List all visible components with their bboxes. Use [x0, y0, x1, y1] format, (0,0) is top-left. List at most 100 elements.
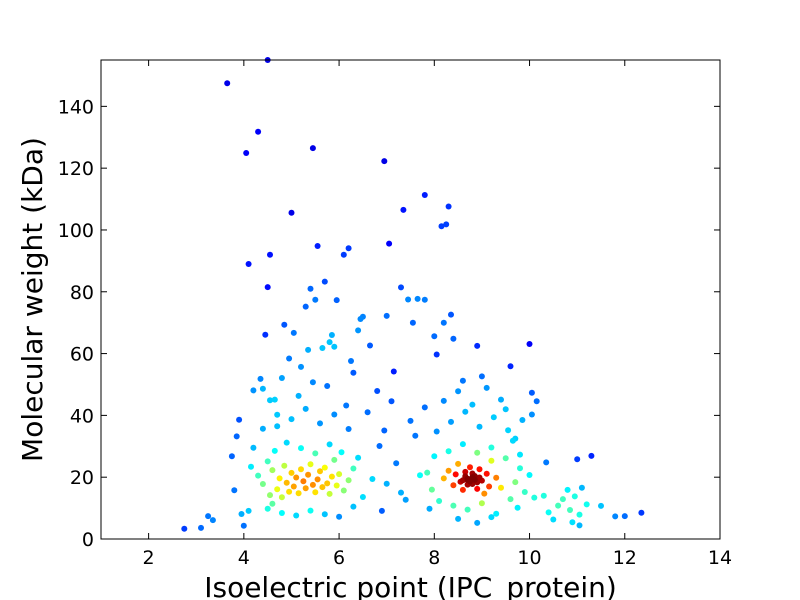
data-points — [181, 57, 645, 532]
data-point — [205, 513, 212, 520]
data-point — [493, 510, 500, 517]
data-point — [490, 414, 497, 421]
y-tick-label: 20 — [70, 467, 94, 489]
data-point — [588, 452, 595, 459]
data-point — [300, 478, 307, 485]
data-point — [350, 503, 357, 510]
data-point — [398, 284, 404, 291]
data-point — [445, 203, 452, 210]
data-point — [402, 496, 409, 503]
data-point — [283, 479, 290, 486]
data-point — [278, 510, 285, 516]
data-point — [307, 285, 314, 292]
data-point — [545, 509, 552, 516]
data-point — [267, 492, 273, 499]
data-point — [312, 450, 319, 457]
data-point — [533, 398, 540, 405]
data-point — [455, 515, 462, 522]
data-point — [502, 455, 509, 462]
data-point — [288, 209, 295, 216]
data-point — [326, 490, 333, 497]
data-point — [555, 502, 562, 509]
data-point — [519, 417, 526, 423]
data-point — [428, 486, 435, 493]
data-point — [459, 377, 466, 384]
data-point — [431, 453, 438, 460]
data-point — [274, 423, 281, 430]
data-point — [421, 296, 428, 303]
data-point — [343, 402, 350, 409]
data-point — [364, 409, 371, 416]
data-point — [526, 341, 533, 347]
data-point — [398, 489, 404, 496]
data-point — [305, 346, 312, 353]
data-point — [571, 493, 578, 500]
data-point — [198, 524, 204, 531]
data-point — [469, 474, 476, 481]
data-point — [407, 417, 414, 424]
data-point — [314, 476, 321, 483]
data-point — [290, 483, 297, 490]
data-point — [436, 498, 443, 504]
data-point — [357, 316, 364, 322]
data-point — [505, 427, 512, 434]
data-point — [576, 522, 583, 529]
data-point — [421, 404, 428, 411]
data-point — [464, 506, 471, 513]
data-point — [409, 319, 416, 326]
data-point — [483, 384, 490, 391]
data-point — [476, 423, 483, 430]
data-point — [474, 519, 481, 526]
data-point — [338, 449, 345, 456]
data-point — [431, 333, 438, 340]
y-axis-title: Molecular weight (kDa) — [16, 137, 49, 462]
data-point — [502, 406, 509, 413]
data-point — [255, 128, 262, 135]
x-tick-label: 14 — [708, 547, 732, 569]
data-point — [257, 375, 264, 382]
data-point — [381, 427, 388, 434]
data-point — [462, 408, 469, 415]
data-point — [355, 327, 362, 334]
data-point — [433, 351, 440, 358]
data-point — [567, 507, 573, 513]
data-point — [264, 284, 271, 291]
data-point — [421, 192, 428, 198]
data-point — [283, 439, 290, 446]
data-point — [509, 437, 516, 444]
data-point — [245, 261, 252, 267]
data-point — [259, 481, 266, 487]
data-point — [295, 490, 302, 497]
data-point — [331, 456, 338, 463]
data-point — [450, 335, 457, 342]
data-point — [383, 312, 390, 319]
data-point — [324, 383, 331, 389]
data-point — [250, 444, 257, 451]
x-tick-label: 8 — [428, 547, 440, 569]
data-point — [274, 411, 281, 418]
data-point — [331, 411, 338, 418]
data-point — [333, 297, 340, 304]
x-tick-label: 2 — [143, 547, 155, 569]
data-point — [528, 411, 535, 418]
data-point — [324, 480, 331, 487]
data-point — [274, 486, 281, 493]
data-point — [309, 379, 316, 386]
data-point — [228, 453, 235, 460]
data-point — [459, 441, 466, 448]
data-point — [381, 158, 388, 165]
data-point — [302, 405, 309, 412]
data-point — [340, 251, 347, 258]
data-point — [438, 223, 445, 230]
data-point — [259, 385, 266, 392]
data-point — [267, 397, 273, 404]
data-point — [326, 339, 333, 346]
data-point — [400, 206, 407, 213]
data-point — [276, 475, 283, 482]
data-point — [269, 467, 276, 474]
data-point — [319, 484, 326, 491]
x-tick-label: 10 — [517, 547, 541, 569]
data-point — [612, 513, 619, 520]
data-point — [414, 295, 421, 302]
data-point — [248, 463, 254, 470]
